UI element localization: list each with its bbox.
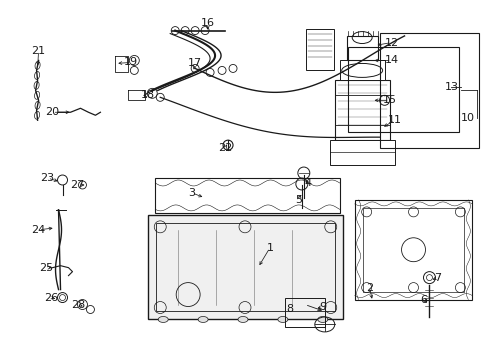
Text: 11: 11 [387, 115, 401, 125]
Bar [285, 298, 324, 328]
Ellipse shape [277, 316, 287, 323]
Text: 18: 18 [141, 90, 155, 100]
Ellipse shape [317, 316, 327, 323]
Text: 7: 7 [433, 273, 440, 283]
Text: 16: 16 [201, 18, 215, 28]
Text: 6: 6 [419, 294, 426, 305]
Text: 2: 2 [366, 283, 372, 293]
Text: 28: 28 [71, 300, 85, 310]
Text: 13: 13 [444, 82, 457, 93]
Text: 10: 10 [459, 113, 473, 123]
Bar [347, 46, 458, 132]
Bar [148, 215, 342, 319]
Bar [362, 208, 464, 292]
Text: 9: 9 [319, 302, 325, 311]
Text: 12: 12 [384, 37, 398, 48]
Bar [346, 36, 377, 60]
Text: 3: 3 [188, 188, 195, 198]
Bar [354, 200, 471, 300]
Bar [155, 178, 339, 213]
Text: 17: 17 [188, 58, 202, 68]
Text: 23: 23 [41, 173, 55, 183]
Text: 25: 25 [40, 263, 54, 273]
Bar [305, 28, 333, 71]
Text: 14: 14 [384, 55, 398, 66]
Text: 15: 15 [382, 95, 396, 105]
Text: 5: 5 [295, 195, 302, 205]
Text: 19: 19 [124, 58, 138, 67]
Text: 27: 27 [70, 180, 84, 190]
Text: 4: 4 [304, 178, 311, 188]
Bar [334, 80, 389, 140]
Text: 26: 26 [44, 293, 59, 302]
Text: 22: 22 [218, 143, 232, 153]
Bar [329, 140, 394, 165]
Ellipse shape [158, 316, 168, 323]
Bar [379, 32, 478, 148]
Bar [156, 223, 334, 311]
Text: 21: 21 [31, 45, 45, 55]
Bar [339, 60, 384, 80]
Ellipse shape [238, 316, 247, 323]
Ellipse shape [198, 316, 208, 323]
Text: 8: 8 [285, 305, 293, 315]
Text: 20: 20 [45, 107, 60, 117]
Text: 24: 24 [31, 225, 45, 235]
Text: 1: 1 [266, 243, 273, 253]
